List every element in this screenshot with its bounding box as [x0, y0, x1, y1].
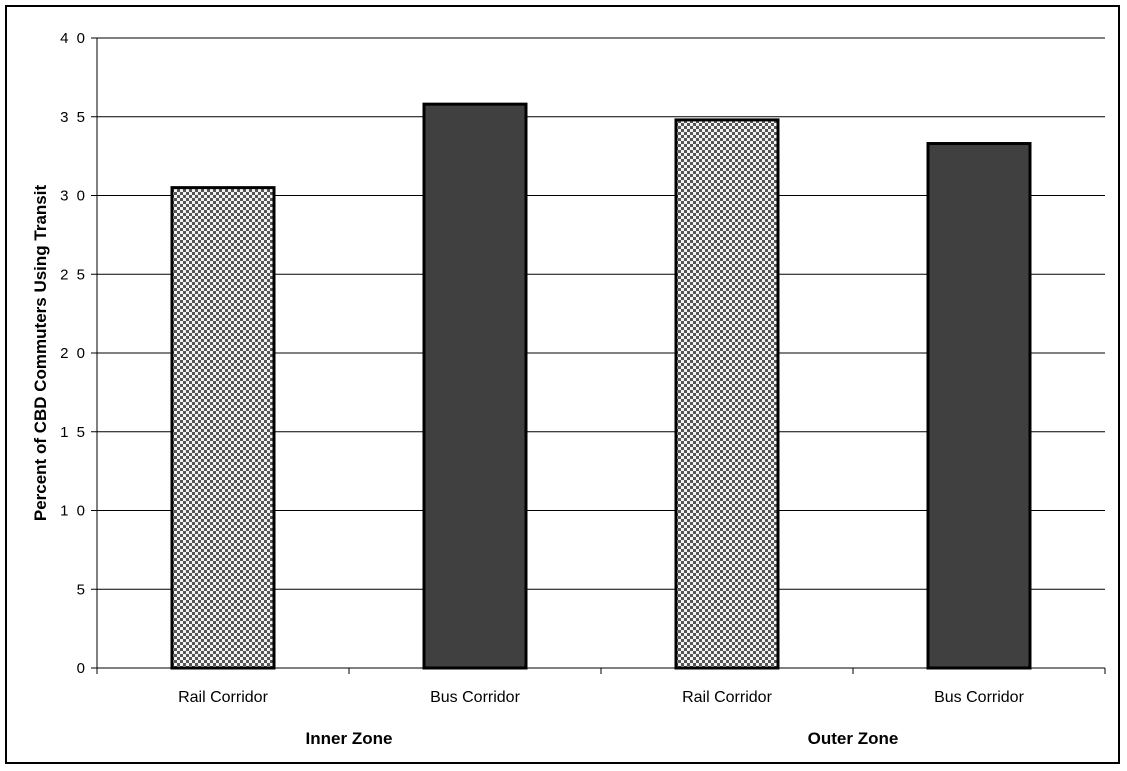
y-tick-label: 2 0 [60, 345, 87, 362]
y-tick-label: 4 0 [60, 30, 87, 47]
bar [422, 102, 528, 670]
y-tick-label: 2 5 [60, 266, 87, 283]
bar [674, 118, 780, 670]
x-category-labels: Rail Corridor Bus Corridor Rail Corridor Bu… [178, 689, 1024, 706]
group-label: Outer Zone [808, 729, 899, 748]
y-tick-label: 1 0 [60, 503, 87, 520]
bars [170, 102, 1032, 670]
x-category-label: Bus Corridor [430, 689, 520, 706]
y-tick-label: 3 5 [60, 109, 87, 126]
x-category-label: Rail Corridor [178, 689, 268, 706]
y-tick-label: 0 [77, 660, 87, 677]
y-axis-title: Percent of CBD Commuters Using Transit [31, 185, 50, 522]
x-category-label: Bus Corridor [934, 689, 1024, 706]
bar [926, 142, 1032, 670]
group-label: Inner Zone [306, 729, 393, 748]
bar [170, 186, 276, 670]
y-tick-label: 1 5 [60, 424, 87, 441]
y-tick-labels: 0 5 1 0 1 5 2 0 2 5 3 0 3 5 4 0 [60, 30, 87, 677]
x-category-label: Rail Corridor [682, 689, 772, 706]
y-tick-label: 3 0 [60, 188, 87, 205]
y-tick-label: 5 [77, 581, 87, 598]
group-labels: Inner Zone Outer Zone [306, 729, 899, 748]
